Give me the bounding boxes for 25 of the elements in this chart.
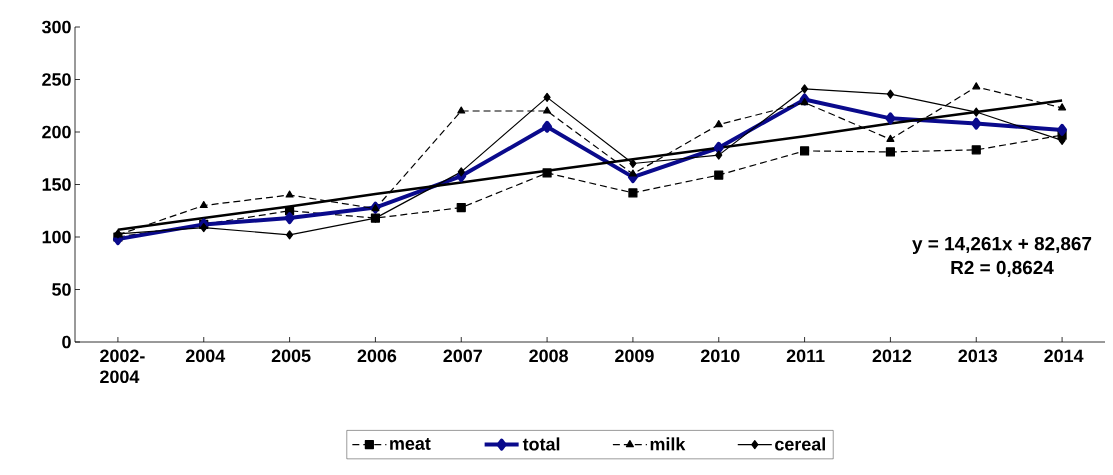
x-tick-label: 2005 (271, 349, 311, 363)
legend-label: milk (650, 437, 686, 451)
annotation: y = 14,261x + 82,867 (912, 236, 1092, 255)
legend-label: meat (390, 438, 431, 450)
x-tick-label: 2002-2004 (100, 349, 145, 384)
legend-label: total (522, 437, 560, 451)
x-tick-label: 2011 (786, 349, 825, 363)
x-tick-label: 2013 (958, 349, 998, 363)
legend-label: cereal (775, 437, 825, 451)
annotation: R2 = 0,8624 (951, 260, 1054, 277)
y-tick-label: 200 (42, 125, 71, 139)
x-tick-label: 2004 (185, 349, 226, 363)
x-tick-label: 2006 (357, 349, 397, 363)
x-tick-label: 2008 (529, 349, 568, 363)
x-tick-label: 2009 (615, 349, 654, 363)
y-tick-label: 150 (42, 178, 71, 191)
y-tick-label: 300 (41, 20, 71, 34)
x-tick-label: 2007 (443, 349, 482, 363)
y-tick-label: 50 (52, 283, 71, 296)
x-tick-label: 2010 (700, 349, 740, 363)
y-tick-label: 250 (42, 73, 71, 86)
x-tick-label: 2012 (872, 349, 912, 363)
y-tick-label: 0 (62, 335, 71, 349)
y-tick-label: 100 (42, 230, 71, 244)
x-tick-label: 2014 (1044, 349, 1084, 363)
